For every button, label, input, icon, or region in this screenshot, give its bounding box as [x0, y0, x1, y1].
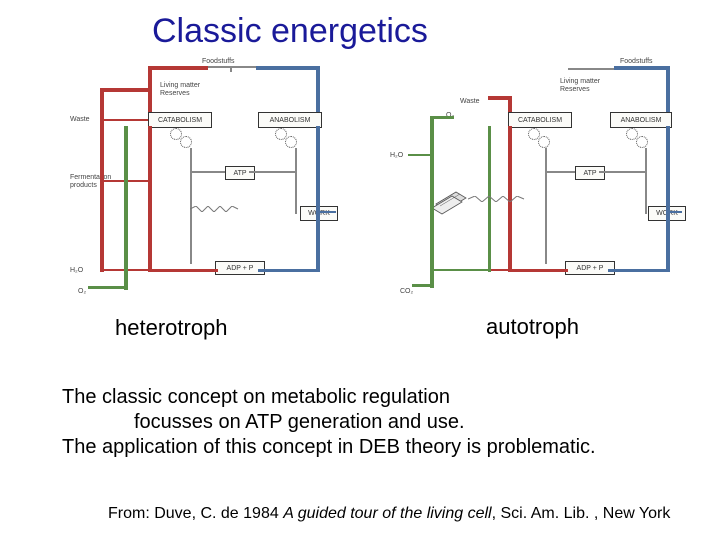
blue-path [316, 211, 336, 213]
solar-panel-icon [432, 186, 468, 216]
adp-box: ADP + P [565, 261, 615, 275]
red-path [148, 66, 152, 112]
catabolism-box: CATABOLISM [148, 112, 212, 128]
anabolism-box: ANABOLISM [610, 112, 672, 128]
blue-path [614, 66, 670, 70]
foodstuffs-label: Foodstuffs [620, 58, 653, 66]
blue-path [666, 211, 682, 213]
citation-title: A guided tour of the living cell [283, 505, 491, 522]
green-path [430, 116, 454, 119]
atp-path [645, 148, 647, 214]
atp-path [295, 148, 297, 214]
autotroph-label: autotroph [486, 314, 579, 340]
gear-icon [538, 136, 550, 148]
anabolism-box: ANABOLISM [258, 112, 322, 128]
atp-path [249, 171, 297, 173]
waste-label: Waste [460, 98, 480, 106]
autotroph-diagram: Foodstuffs CATABOLISM ANABOLISM ATP WORK… [390, 56, 690, 296]
foodstuffs-label: Foodstuffs [202, 58, 235, 66]
reserves-label: Living matter Reserves [560, 78, 620, 93]
zigzag-line [190, 206, 240, 212]
green-path [430, 269, 488, 271]
gear-icon [180, 136, 192, 148]
waste-label: Waste [70, 116, 90, 124]
green-path [88, 286, 128, 289]
cross-path [230, 66, 232, 72]
atp-path [599, 171, 645, 173]
red-path [148, 66, 208, 70]
cross-path [208, 66, 256, 68]
page-title: Classic energetics [152, 12, 428, 51]
body-line1: The classic concept on metabolic regulat… [62, 385, 596, 410]
atp-box: ATP [575, 166, 605, 180]
heterotroph-diagram: Foodstuffs CATABOLISM ANABOLISM ATP WORK… [70, 56, 360, 296]
green-path [412, 284, 434, 287]
atp-path [545, 171, 575, 173]
red-path [100, 88, 148, 92]
cross-path [568, 68, 614, 70]
h2o-label: H₂O [390, 152, 403, 160]
blue-path [666, 126, 670, 272]
citation-prefix: From: Duve, C. de 1984 [108, 505, 283, 522]
h2o-label: H₂O [70, 267, 83, 275]
adp-box: ADP + P [215, 261, 265, 275]
zigzag-line [468, 196, 528, 202]
red-path [488, 269, 508, 271]
catabolism-box: CATABOLISM [508, 112, 572, 128]
blue-path [608, 269, 670, 272]
red-path [148, 126, 152, 272]
body-line3: The application of this concept in DEB t… [62, 435, 596, 460]
co2-label: CO₂ [400, 288, 413, 296]
red-path [508, 269, 568, 272]
body-text: The classic concept on metabolic regulat… [62, 385, 596, 460]
gear-icon [285, 136, 297, 148]
diagrams-container: Foodstuffs CATABOLISM ANABOLISM ATP WORK… [0, 56, 720, 306]
blue-path [316, 66, 320, 112]
citation: From: Duve, C. de 1984 A guided tour of … [108, 505, 670, 523]
gear-icon [636, 136, 648, 148]
atp-path [545, 148, 547, 264]
blue-path [316, 126, 320, 272]
green-path [430, 116, 434, 288]
red-path [100, 119, 148, 121]
atp-path [190, 171, 225, 173]
heterotroph-label: heterotroph [115, 315, 228, 341]
atp-box: ATP [225, 166, 255, 180]
o2-label: O₂ [78, 288, 86, 296]
green-path [408, 154, 430, 156]
reserves-label: Living matter Reserves [160, 82, 220, 97]
red-path [148, 269, 218, 272]
blue-path [258, 269, 320, 272]
red-path [488, 96, 512, 100]
blue-path [666, 66, 670, 112]
citation-suffix: , Sci. Am. Lib. , New York [492, 505, 671, 522]
green-path [124, 126, 128, 290]
blue-path [256, 66, 320, 70]
body-line2: focusses on ATP generation and use. [62, 410, 596, 435]
